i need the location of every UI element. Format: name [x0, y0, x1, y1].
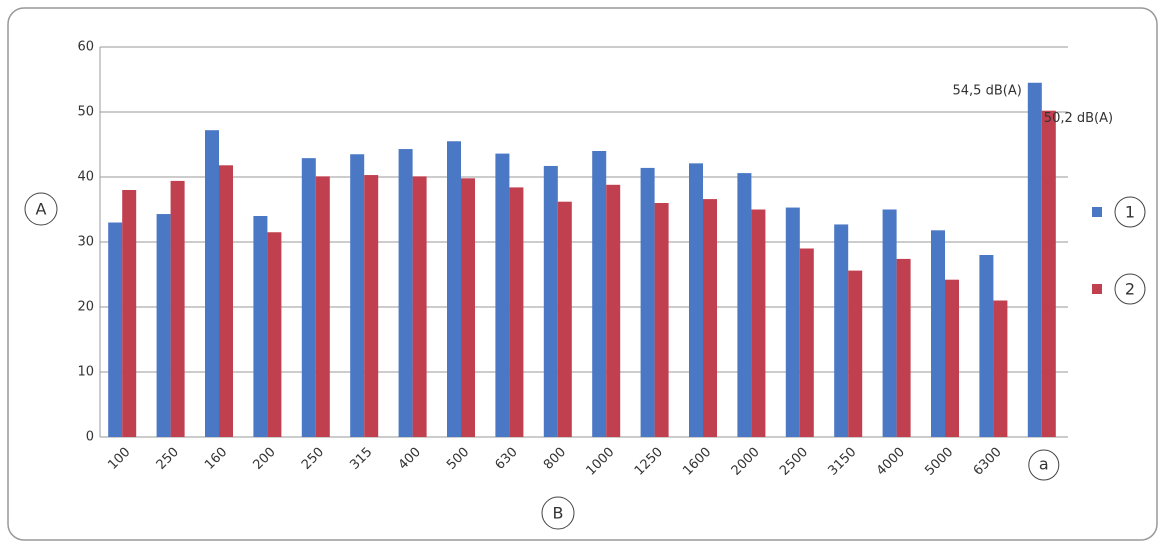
bar — [993, 300, 1008, 437]
bar — [557, 201, 572, 437]
y-axis-label: A — [36, 200, 47, 219]
y-tick-label: 0 — [86, 430, 94, 445]
legend-swatch — [1092, 284, 1102, 294]
bar — [495, 153, 510, 437]
bar — [896, 258, 911, 437]
legend-label: 1 — [1125, 203, 1135, 222]
bar — [1027, 82, 1042, 437]
bar — [170, 180, 185, 437]
bar — [606, 184, 621, 437]
bar — [799, 248, 814, 437]
x-axis-label: B — [553, 504, 564, 523]
y-tick-label: 50 — [77, 105, 94, 120]
legend-circle — [1114, 196, 1146, 228]
bar — [122, 190, 137, 437]
bar — [751, 209, 766, 437]
bar — [509, 187, 524, 437]
bar — [364, 175, 379, 438]
bar — [398, 149, 413, 438]
bar — [785, 207, 800, 437]
bar — [447, 141, 461, 437]
y-tick-label: 30 — [77, 235, 94, 250]
bar — [737, 173, 752, 437]
bar — [882, 209, 897, 437]
bar — [654, 203, 669, 437]
value-label: 50,2 dB(A) — [1044, 111, 1113, 126]
bar — [689, 163, 703, 437]
bar — [461, 178, 475, 438]
bar — [945, 279, 959, 437]
bar — [703, 199, 717, 437]
bar — [315, 176, 330, 437]
legend-circle — [1114, 273, 1146, 305]
y-tick-label: 40 — [77, 170, 94, 185]
x-label-circle — [541, 496, 575, 530]
bar — [640, 167, 655, 437]
y-tick-label: 10 — [77, 365, 94, 380]
bar — [592, 151, 607, 437]
bar — [543, 165, 558, 437]
bar — [1041, 110, 1056, 437]
bar — [931, 230, 945, 437]
y-label-circle — [24, 192, 58, 226]
y-tick-label: 20 — [77, 300, 94, 315]
legend-label: 2 — [1125, 280, 1135, 299]
value-label: 54,5 dB(A) — [953, 83, 1022, 98]
bar — [301, 158, 316, 437]
legend-swatch — [1092, 207, 1102, 217]
frame — [7, 7, 1158, 541]
bar — [108, 222, 123, 437]
bar — [412, 176, 427, 437]
bar — [219, 165, 233, 438]
bar — [350, 154, 365, 437]
bar — [156, 214, 171, 437]
x-tick-label: a — [1039, 455, 1049, 474]
bar — [205, 130, 219, 437]
bar — [848, 270, 863, 437]
y-tick-label: 60 — [77, 40, 94, 55]
bar — [979, 255, 994, 437]
bar — [834, 224, 849, 437]
bar — [253, 216, 268, 437]
category-circle — [1028, 449, 1060, 481]
bar — [267, 232, 282, 437]
